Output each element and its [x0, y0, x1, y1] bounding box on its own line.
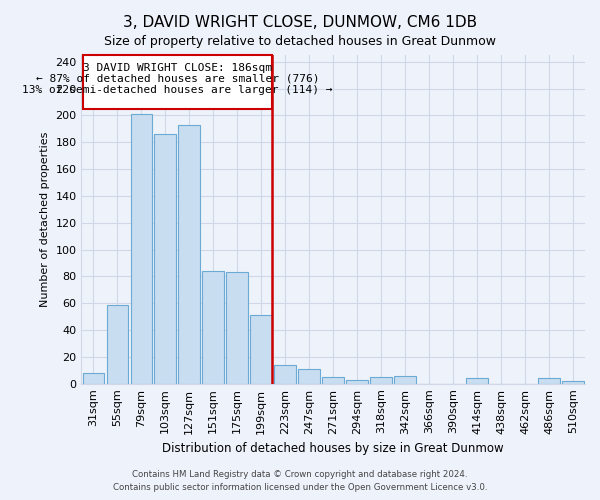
Bar [202, 271, 224, 384]
Bar [322, 377, 344, 384]
Bar [83, 55, 272, 108]
Bar [131, 114, 152, 384]
Text: Contains HM Land Registry data © Crown copyright and database right 2024.
Contai: Contains HM Land Registry data © Crown c… [113, 470, 487, 492]
Bar [178, 125, 200, 384]
Bar [107, 304, 128, 384]
Bar [538, 378, 560, 384]
Text: 3 DAVID WRIGHT CLOSE: 186sqm: 3 DAVID WRIGHT CLOSE: 186sqm [83, 63, 272, 73]
Bar [226, 272, 248, 384]
Bar [274, 365, 296, 384]
Text: Size of property relative to detached houses in Great Dunmow: Size of property relative to detached ho… [104, 35, 496, 48]
Bar [298, 369, 320, 384]
Bar [346, 380, 368, 384]
Y-axis label: Number of detached properties: Number of detached properties [40, 132, 50, 307]
Bar [562, 381, 584, 384]
Text: ← 87% of detached houses are smaller (776): ← 87% of detached houses are smaller (77… [36, 74, 319, 84]
Text: 13% of semi-detached houses are larger (114) →: 13% of semi-detached houses are larger (… [22, 84, 333, 94]
Bar [466, 378, 488, 384]
Text: 3, DAVID WRIGHT CLOSE, DUNMOW, CM6 1DB: 3, DAVID WRIGHT CLOSE, DUNMOW, CM6 1DB [123, 15, 477, 30]
Bar [370, 377, 392, 384]
Bar [154, 134, 176, 384]
Bar [83, 373, 104, 384]
Bar [250, 316, 272, 384]
Bar [394, 376, 416, 384]
X-axis label: Distribution of detached houses by size in Great Dunmow: Distribution of detached houses by size … [163, 442, 504, 455]
